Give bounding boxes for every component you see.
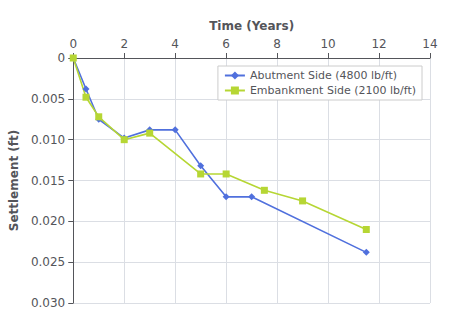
svg-text:10: 10 bbox=[320, 37, 335, 51]
svg-text:0.010: 0.010 bbox=[31, 133, 65, 147]
svg-text:Abutment Side (4800 lb/ft): Abutment Side (4800 lb/ft) bbox=[250, 69, 397, 82]
svg-text:2: 2 bbox=[120, 37, 128, 51]
svg-text:Time (Years): Time (Years) bbox=[209, 19, 294, 33]
svg-text:0.030: 0.030 bbox=[31, 296, 65, 310]
svg-text:14: 14 bbox=[422, 37, 437, 51]
svg-text:0.025: 0.025 bbox=[31, 255, 65, 269]
svg-text:Embankment Side (2100 lb/ft): Embankment Side (2100 lb/ft) bbox=[250, 84, 416, 97]
svg-text:0.020: 0.020 bbox=[31, 214, 65, 228]
svg-text:Settlement (ft): Settlement (ft) bbox=[7, 130, 21, 232]
svg-text:6: 6 bbox=[222, 37, 230, 51]
svg-text:12: 12 bbox=[371, 37, 386, 51]
svg-text:4: 4 bbox=[171, 37, 179, 51]
svg-text:0: 0 bbox=[58, 51, 66, 65]
svg-text:0.005: 0.005 bbox=[31, 92, 65, 106]
svg-text:0: 0 bbox=[69, 37, 77, 51]
svg-text:0.015: 0.015 bbox=[31, 174, 65, 188]
svg-text:8: 8 bbox=[273, 37, 281, 51]
